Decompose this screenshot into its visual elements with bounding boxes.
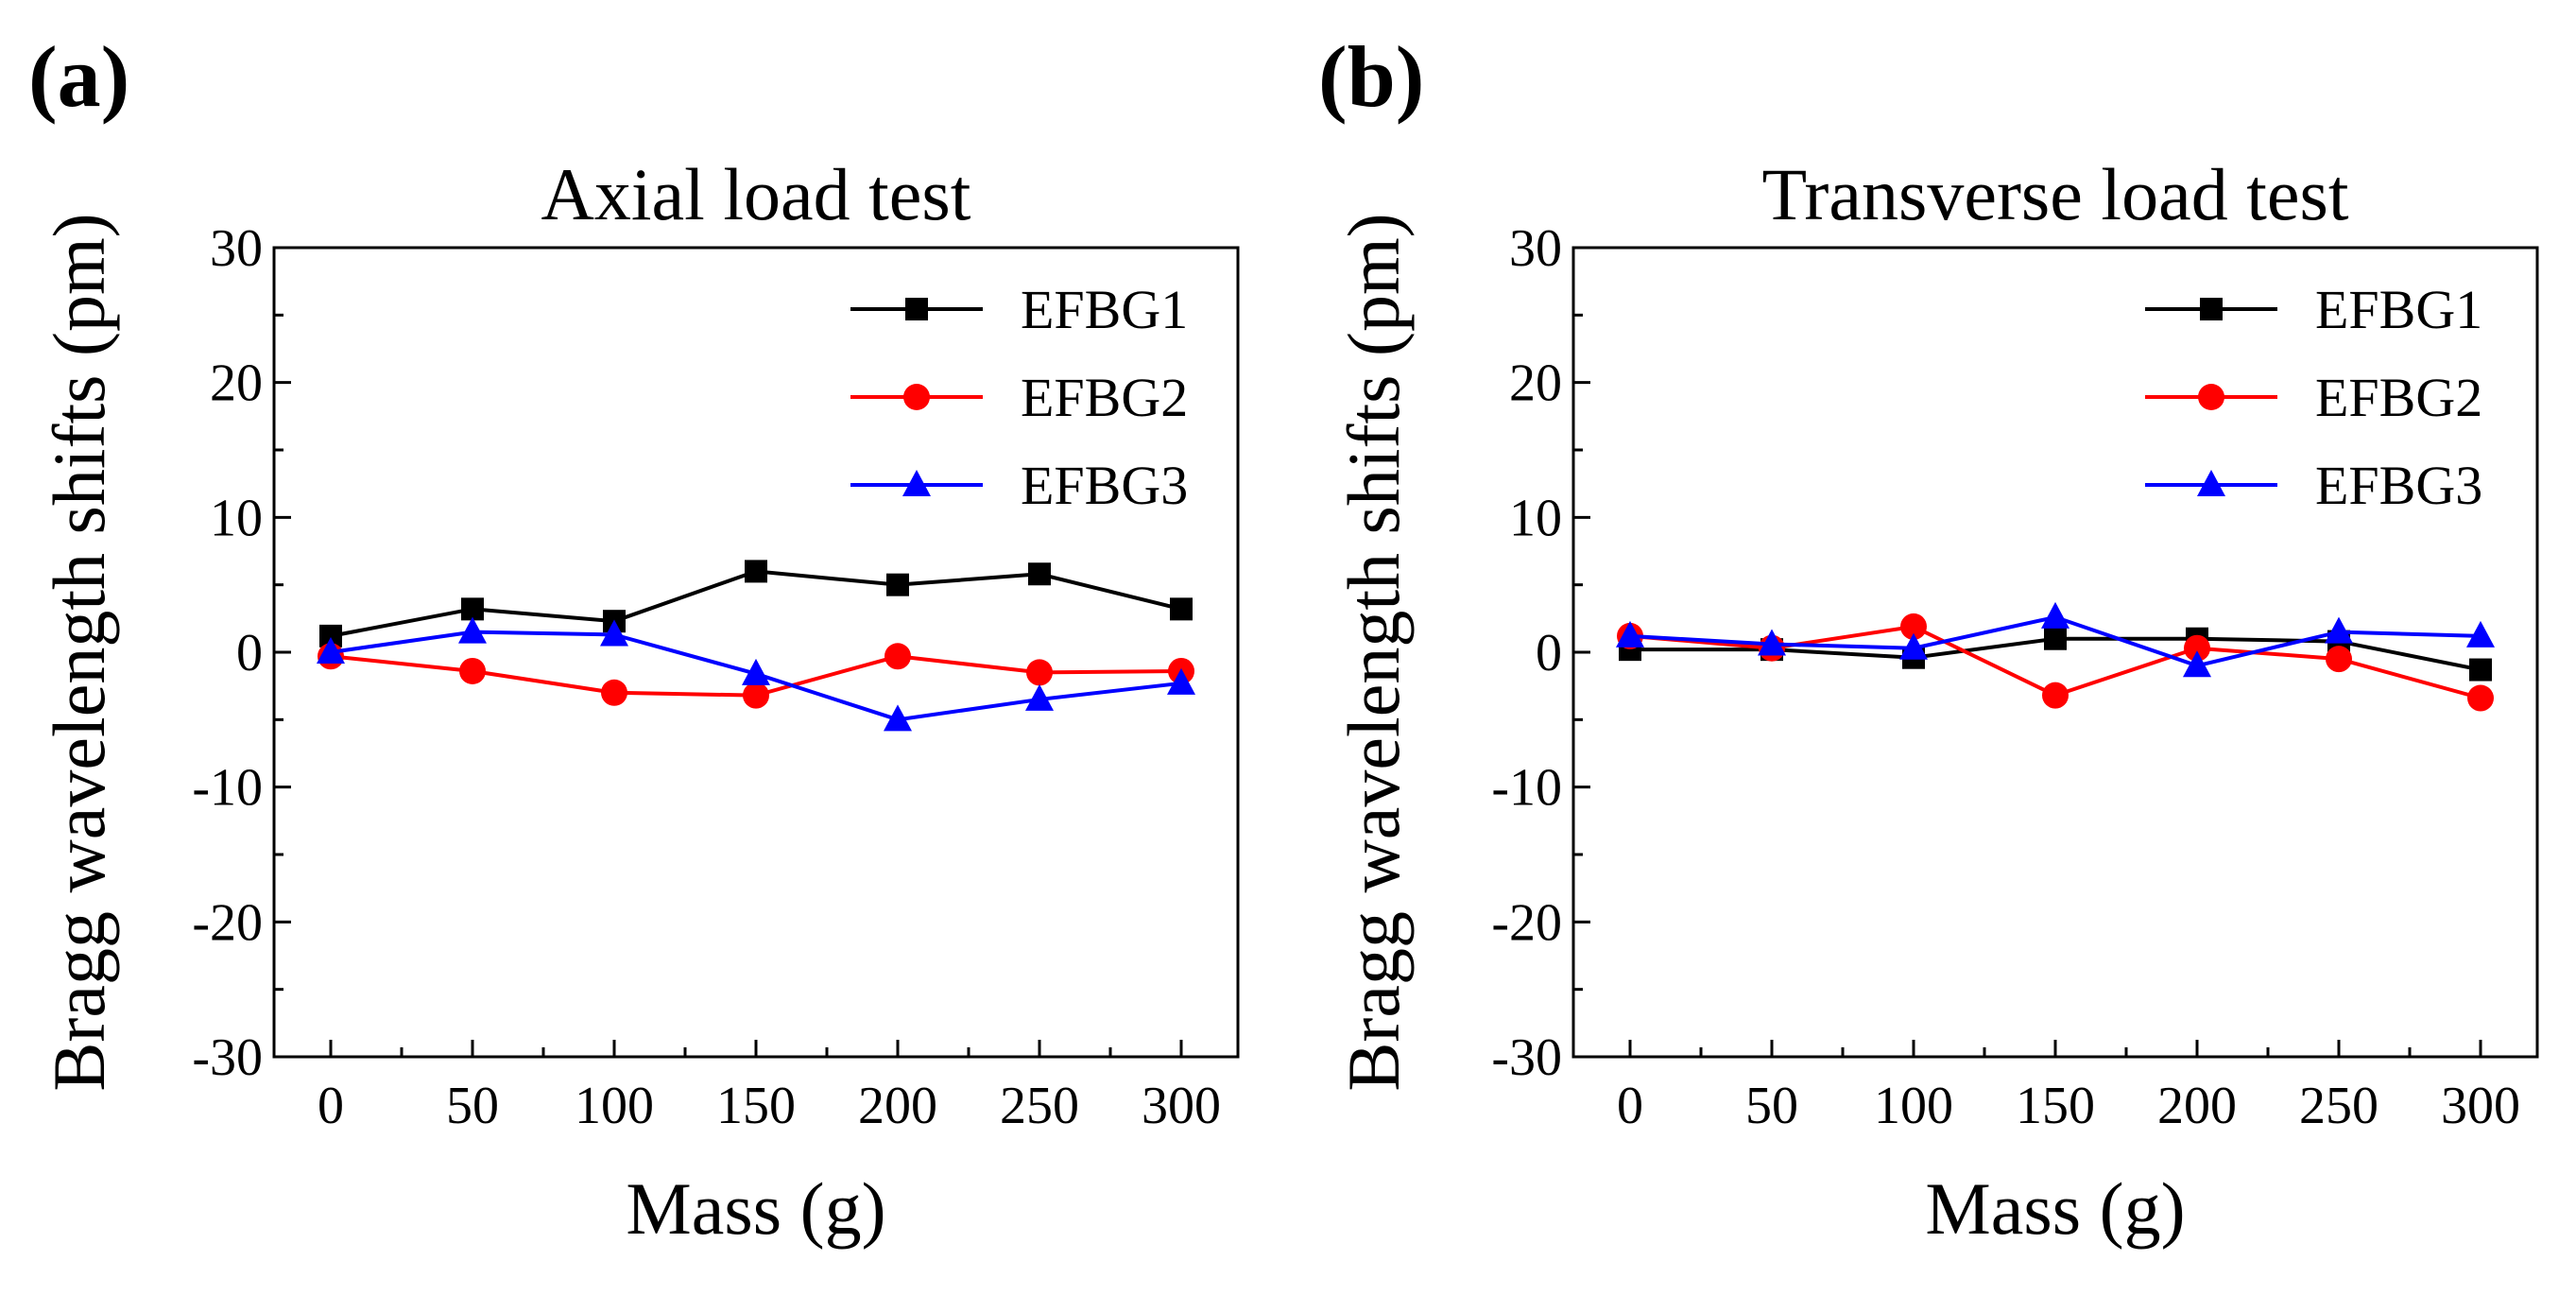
data-point xyxy=(1028,562,1051,586)
chart-title: Axial load test xyxy=(541,153,971,235)
data-point xyxy=(884,704,912,732)
data-point xyxy=(601,679,627,706)
data-point xyxy=(1170,597,1193,621)
y-tick-label: 30 xyxy=(210,219,263,278)
x-tick-label: 250 xyxy=(2299,1077,2379,1135)
legend-label: EFBG1 xyxy=(1021,279,1188,340)
data-point xyxy=(317,637,345,664)
x-tick-label: 0 xyxy=(318,1077,344,1135)
data-point xyxy=(461,597,484,621)
x-tick-label: 200 xyxy=(2157,1077,2237,1135)
data-point xyxy=(600,619,628,647)
x-tick-label: 250 xyxy=(1000,1077,1079,1135)
y-tick-label: 30 xyxy=(1509,219,1562,278)
data-point xyxy=(2184,634,2210,662)
data-point xyxy=(745,560,767,583)
x-tick-label: 300 xyxy=(1142,1077,1221,1135)
legend-item-efbg1: EFBG1 xyxy=(850,279,1188,340)
x-axis-label: Mass (g) xyxy=(1925,1167,2185,1250)
data-point xyxy=(2183,650,2211,678)
x-tick-label: 0 xyxy=(1617,1077,1643,1135)
data-point xyxy=(1616,620,1644,648)
x-tick-label: 50 xyxy=(1745,1077,1798,1135)
legend-label: EFBG1 xyxy=(2315,279,2482,340)
y-tick-label: -20 xyxy=(1491,893,1562,952)
legend-marker xyxy=(2198,384,2224,410)
legend-item-efbg1: EFBG1 xyxy=(2145,279,2482,340)
series-efbg3 xyxy=(1616,601,2495,678)
data-point xyxy=(1167,667,1195,695)
x-tick-label: 100 xyxy=(1874,1077,1953,1135)
legend-label: EFBG3 xyxy=(2315,455,2482,516)
data-point xyxy=(743,682,769,709)
data-point xyxy=(2466,620,2495,648)
x-tick-label: 150 xyxy=(2016,1077,2095,1135)
panel-b: (b)Transverse load test-30-20-1001020300… xyxy=(1318,28,2539,1250)
y-tick-label: -30 xyxy=(1491,1028,1562,1087)
x-tick-label: 300 xyxy=(2441,1077,2520,1135)
data-point xyxy=(2325,616,2353,644)
series-efbg1 xyxy=(1619,627,2492,682)
data-point xyxy=(2469,658,2492,682)
y-tick-label: -10 xyxy=(1491,759,1562,818)
data-point xyxy=(2041,601,2069,629)
y-tick-label: -20 xyxy=(192,893,263,952)
data-point xyxy=(458,616,487,644)
series-efbg3 xyxy=(317,616,1195,732)
y-axis-label: Bragg wavelength shifts (pm) xyxy=(38,213,120,1091)
y-tick-label: 0 xyxy=(1536,624,1562,682)
y-axis-label: Bragg wavelength shifts (pm) xyxy=(1332,213,1415,1091)
data-point xyxy=(1758,629,1786,656)
legend-item-efbg2: EFBG2 xyxy=(2145,367,2482,428)
data-point xyxy=(886,573,909,596)
x-axis-label: Mass (g) xyxy=(626,1167,885,1250)
data-point xyxy=(459,657,486,684)
legend-label: EFBG3 xyxy=(1021,455,1188,516)
data-point xyxy=(1899,632,1928,660)
panel-label: (b) xyxy=(1318,28,1424,125)
panel-label: (a) xyxy=(28,28,129,125)
y-tick-label: 20 xyxy=(210,354,263,413)
data-point xyxy=(884,643,911,670)
legend-marker xyxy=(2197,470,2225,496)
series-efbg2 xyxy=(318,643,1194,709)
data-point xyxy=(1025,683,1054,711)
data-point xyxy=(2042,682,2069,709)
y-tick-label: -10 xyxy=(192,759,263,818)
x-tick-label: 200 xyxy=(858,1077,937,1135)
legend-marker xyxy=(902,470,931,496)
legend-label: EFBG2 xyxy=(1021,367,1188,428)
y-tick-label: 10 xyxy=(1509,489,1562,547)
data-point xyxy=(2044,627,2067,650)
y-tick-label: 0 xyxy=(236,624,263,682)
y-tick-label: 10 xyxy=(210,489,263,547)
x-tick-label: 150 xyxy=(716,1077,796,1135)
data-point xyxy=(1026,659,1053,686)
chart-title: Transverse load test xyxy=(1761,153,2348,235)
y-tick-label: 20 xyxy=(1509,354,1562,413)
data-point xyxy=(742,658,770,685)
legend-marker xyxy=(903,384,930,410)
series-efbg1 xyxy=(319,560,1193,648)
data-point xyxy=(2326,646,2352,673)
y-tick-label: -30 xyxy=(192,1028,263,1087)
legend-label: EFBG2 xyxy=(2315,367,2482,428)
legend-item-efbg3: EFBG3 xyxy=(850,455,1188,516)
legend-item-efbg2: EFBG2 xyxy=(850,367,1188,428)
x-tick-label: 100 xyxy=(575,1077,654,1135)
x-tick-label: 50 xyxy=(446,1077,499,1135)
data-point xyxy=(2467,684,2494,712)
legend-marker xyxy=(905,298,928,320)
data-point xyxy=(1900,613,1927,640)
legend-item-efbg3: EFBG3 xyxy=(2145,455,2482,516)
legend-marker xyxy=(2200,298,2223,320)
